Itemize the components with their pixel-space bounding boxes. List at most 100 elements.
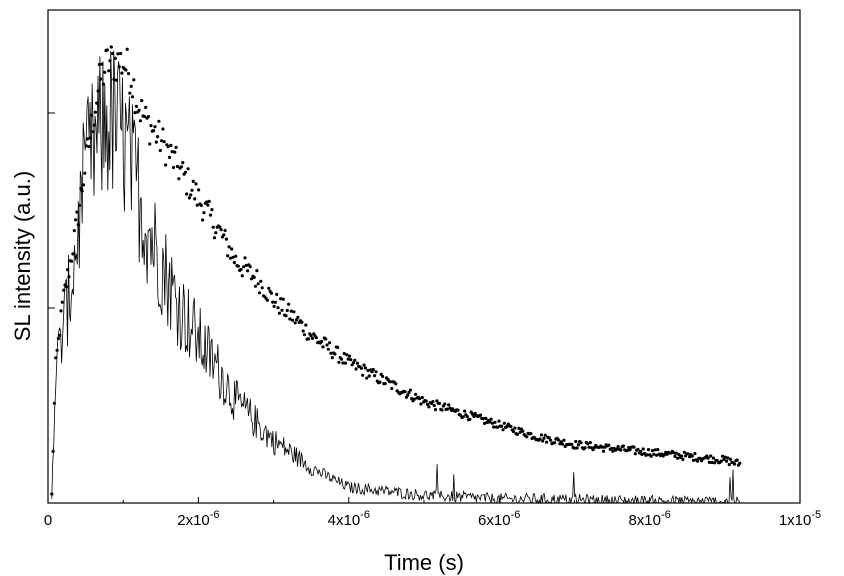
series-0-point-139: [234, 254, 238, 258]
series-0-point-82: [158, 148, 162, 153]
series-0-point-230: [354, 367, 358, 371]
series-0-point-400: [579, 441, 583, 445]
series-0-point-163: [265, 298, 269, 302]
series-0-point-70: [142, 114, 146, 119]
series-0-point-450: [645, 453, 649, 457]
series-0-point-507: [721, 454, 725, 458]
series-0-point-485: [691, 458, 696, 462]
series-0-point-289: [432, 403, 436, 408]
series-0-point-380: [553, 441, 557, 445]
series-0-point-135: [228, 256, 232, 260]
series-0-point-184: [293, 321, 297, 325]
series-0-point-117: [205, 200, 209, 204]
series-0-point-225: [347, 354, 352, 358]
series-0-point-68: [140, 99, 144, 103]
series-0-point-58: [126, 72, 131, 76]
series-0-point-221: [342, 351, 346, 356]
series-0-point-477: [681, 457, 685, 461]
series-0-point-205: [321, 345, 325, 349]
series-0-point-236: [362, 363, 366, 367]
series-0-point-340: [500, 424, 504, 428]
x-tick-label-4: 8x10-6: [628, 509, 670, 529]
series-0-point-454: [650, 449, 655, 453]
series-0-point-243: [371, 367, 375, 372]
series-0-point-88: [166, 145, 170, 149]
x-tick-label-1: 2x10-6: [177, 509, 219, 529]
series-0-point-57: [125, 47, 129, 51]
series-0-point-123: [212, 236, 217, 240]
series-0-point-350: [513, 426, 517, 430]
series-0-point-331: [488, 420, 492, 424]
series-0-point-17: [72, 229, 76, 233]
series-0-point-106: [190, 188, 194, 192]
series-0-point-183: [292, 310, 296, 314]
series-0-point-372: [542, 436, 546, 440]
series-0-point-244: [373, 374, 377, 378]
series-0-point-250: [381, 374, 385, 378]
series-0-point-447: [641, 447, 645, 451]
series-0-point-299: [445, 407, 449, 411]
series-0-point-141: [236, 264, 240, 268]
series-0-point-25: [83, 171, 87, 175]
series-0-point-63: [133, 111, 137, 115]
x-axis-tick-labels: 0 2x10-6 4x10-6 6x10-6 8x10-6 1x10-5: [44, 509, 821, 529]
series-0-point-154: [253, 284, 258, 288]
series-0-point-77: [152, 129, 156, 133]
series-0-point-120: [208, 213, 213, 217]
series-0-point-440: [632, 445, 636, 449]
series-0-point-192: [304, 323, 308, 327]
series-0-point-118: [206, 203, 210, 207]
series-0-point-327: [482, 421, 487, 425]
series-0-point-145: [242, 265, 246, 269]
series-0-point-59: [128, 91, 132, 95]
series-0-point-359: [525, 435, 529, 439]
series-0-point-27: [85, 137, 90, 141]
series-0-point-208: [325, 343, 329, 347]
series-0-point-93: [173, 150, 177, 154]
series-1-line: [51, 50, 741, 505]
series-0-point-200: [314, 336, 318, 340]
series-0-point-147: [244, 263, 248, 267]
series-0-point-128: [219, 228, 223, 232]
series-0-point-396: [574, 439, 578, 444]
series-0-point-33: [93, 110, 97, 114]
series-0-point-497: [707, 460, 712, 464]
series-0-point-172: [277, 311, 281, 315]
series-0-point-170: [275, 292, 279, 296]
series-0-point-235: [361, 373, 365, 377]
series-0-point-62: [132, 78, 136, 82]
series-0-point-80: [156, 135, 160, 139]
series-0-point-7: [59, 309, 63, 313]
series-0-point-271: [408, 388, 412, 392]
series-0-point-252: [383, 382, 387, 386]
x-tick-label-2: 4x10-6: [328, 509, 370, 529]
series-0-point-108: [193, 197, 197, 201]
series-0-point-356: [521, 429, 525, 433]
series-0-point-214: [333, 352, 337, 356]
series-0-point-73: [146, 115, 150, 119]
series-0-point-406: [587, 445, 591, 449]
series-0-point-207: [324, 337, 328, 341]
series-0-point-61: [130, 95, 135, 99]
series-0-point-395: [572, 446, 577, 450]
series-0-point-300: [447, 403, 451, 407]
series-0-point-156: [256, 282, 260, 286]
series-0-point-209: [326, 347, 330, 351]
series-0-point-274: [412, 397, 416, 401]
series-0-point-177: [284, 314, 288, 318]
series-0-point-510: [725, 459, 729, 463]
series-0-point-164: [267, 286, 271, 290]
series-0-point-260: [394, 382, 398, 386]
series-0-point-231: [355, 361, 359, 365]
series-0-point-342: [502, 421, 506, 425]
series-0-point-150: [248, 265, 252, 269]
series-0-point-75: [149, 124, 153, 128]
series-0-point-309: [459, 413, 463, 417]
series-0-point-484: [690, 454, 694, 458]
series-0-point-334: [492, 425, 496, 429]
series-0-point-256: [388, 380, 393, 384]
series-0-point-81: [157, 119, 161, 123]
series-0-point-293: [437, 401, 442, 406]
series-0-point-53: [120, 71, 124, 75]
series-0-point-155: [255, 269, 259, 273]
